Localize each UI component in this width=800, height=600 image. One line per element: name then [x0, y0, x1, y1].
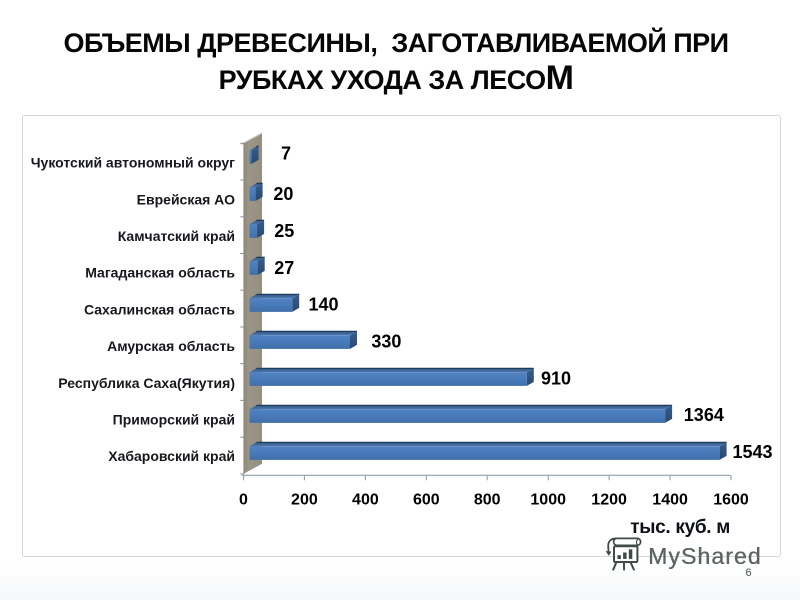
svg-text:Еврейская АО: Еврейская АО: [137, 191, 235, 207]
svg-text:1000: 1000: [530, 492, 566, 509]
svg-text:1364: 1364: [684, 405, 724, 425]
svg-text:0: 0: [239, 492, 248, 509]
svg-text:Амурская область: Амурская область: [107, 338, 235, 354]
svg-text:140: 140: [309, 295, 339, 315]
svg-text:800: 800: [474, 492, 501, 509]
svg-text:27: 27: [274, 258, 294, 278]
svg-text:1400: 1400: [652, 492, 688, 509]
svg-text:Магаданская область: Магаданская область: [85, 265, 235, 281]
svg-text:Камчатский край: Камчатский край: [118, 228, 235, 244]
svg-text:1600: 1600: [713, 492, 749, 509]
svg-text:400: 400: [352, 492, 379, 509]
svg-text:330: 330: [371, 331, 401, 351]
svg-text:20: 20: [273, 184, 293, 204]
svg-text:200: 200: [291, 492, 318, 509]
svg-text:Республика Саха(Якутия): Республика Саха(Якутия): [58, 375, 235, 391]
svg-text:910: 910: [541, 368, 571, 388]
svg-text:25: 25: [274, 221, 294, 241]
svg-text:1200: 1200: [591, 492, 627, 509]
svg-text:1543: 1543: [733, 442, 773, 462]
svg-text:Сахалинская область: Сахалинская область: [84, 301, 235, 317]
svg-text:тыс. куб. м: тыс. куб. м: [630, 517, 730, 538]
svg-text:Чукотский автономный округ: Чукотский автономный округ: [31, 155, 235, 171]
svg-text:Приморский край: Приморский край: [113, 412, 235, 428]
svg-text:600: 600: [413, 492, 440, 509]
svg-text:Хабаровский край: Хабаровский край: [108, 448, 235, 464]
svg-text:7: 7: [281, 144, 291, 164]
